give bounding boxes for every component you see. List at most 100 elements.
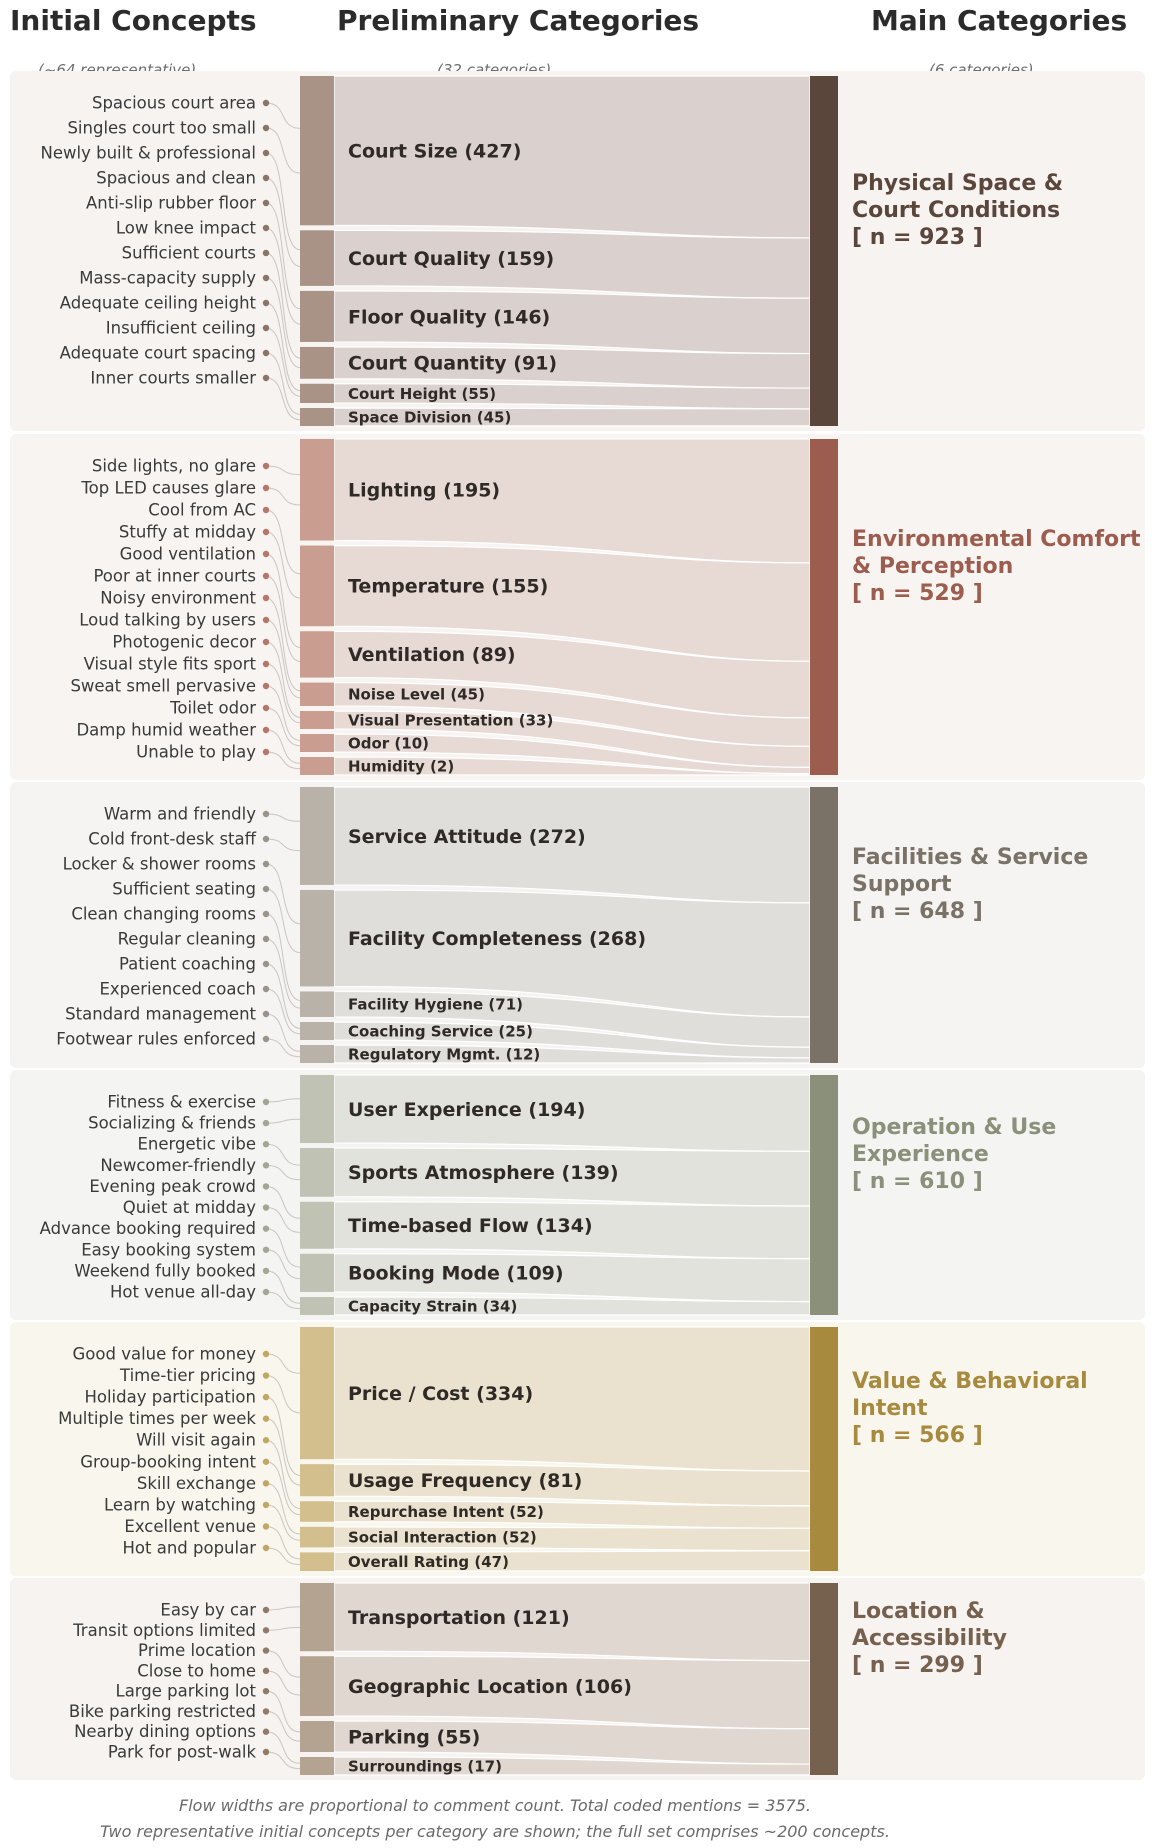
concept-dot (262, 99, 270, 107)
main-category-group: Transportation (121) Geographic Location … (10, 1578, 1145, 1780)
concept-link (265, 1504, 301, 1541)
concept-link (265, 988, 301, 1035)
initial-concept-label: Warm and friendly (104, 805, 256, 824)
concept-dot (262, 885, 270, 893)
initial-concept-label: Easy booking system (81, 1240, 256, 1259)
main-category-group: User Experience (194) Sports Atmosphere (… (10, 1070, 1145, 1320)
concept-dot (262, 594, 270, 602)
initial-concept-label: Photogenic decor (112, 633, 256, 652)
concept-dot (262, 704, 270, 712)
initial-concept-label: Socializing & friends (88, 1114, 256, 1133)
concept-dot (262, 550, 270, 558)
preliminary-node (300, 1501, 334, 1522)
initial-concept-label: Evening peak crowd (89, 1177, 256, 1196)
initial-concept-label: Learn by watching (104, 1495, 256, 1514)
preliminary-category-label: Price / Cost (334) (348, 1383, 533, 1405)
main-category-title: Facilities & Service (852, 845, 1088, 870)
concept-link (265, 227, 301, 325)
concept-link (265, 663, 301, 724)
concept-link (265, 1207, 301, 1233)
concept-dot (262, 1246, 270, 1253)
concept-link (265, 1185, 301, 1219)
concept-link (265, 465, 301, 476)
concept-dot (262, 1119, 270, 1127)
concept-link (265, 1228, 301, 1268)
initial-concept-label: Hot and popular (123, 1539, 257, 1558)
main-category-bar (810, 76, 838, 426)
preliminary-category-label: Court Size (427) (348, 140, 521, 162)
concept-dot (262, 1544, 270, 1552)
concept-link (265, 302, 301, 391)
concept-link (265, 1626, 301, 1631)
preliminary-category-label: Geographic Location (106) (348, 1676, 632, 1698)
initial-concept-label: Poor at inner courts (93, 567, 256, 586)
concept-link (265, 751, 301, 770)
concept-link (265, 575, 301, 662)
initial-concept-label: Large parking lot (116, 1682, 257, 1701)
concept-dot (262, 1437, 270, 1444)
concept-dot (262, 682, 270, 690)
concept-dot (262, 1267, 270, 1275)
concept-dot (262, 1010, 270, 1018)
preliminary-category-label: Capacity Strain (34) (348, 1297, 517, 1315)
preliminary-node (300, 991, 334, 1017)
concept-link (265, 1482, 301, 1535)
concept-dot (262, 299, 270, 307)
preliminary-category-label: Temperature (155) (348, 576, 548, 598)
concept-link (265, 553, 301, 648)
concept-link (265, 619, 301, 699)
main-category-count: [ n = 923 ] (852, 225, 983, 250)
preliminary-category-label: Time-based Flow (134) (348, 1215, 593, 1237)
concept-dot (262, 199, 270, 207)
initial-concept-label: Adequate ceiling height (60, 294, 257, 313)
initial-concept-label: Multiple times per week (58, 1409, 256, 1428)
initial-concept-label: Low knee impact (116, 219, 257, 238)
concept-dot (262, 638, 270, 646)
preliminary-category-label: Facility Hygiene (71) (348, 996, 523, 1014)
main-category-group: Lighting (195) Temperature (155) Ventilati… (10, 434, 1145, 780)
concept-dot (262, 274, 270, 282)
main-category-title: Court Conditions (852, 198, 1060, 223)
concept-dot (262, 726, 270, 734)
concept-dot (262, 1183, 270, 1190)
concept-dot (262, 1647, 270, 1654)
preliminary-category-label: Regulatory Mgmt. (12) (348, 1045, 540, 1063)
concept-link (265, 1291, 301, 1310)
preliminary-node (300, 1656, 334, 1716)
concept-dot (262, 1606, 270, 1614)
concept-link (265, 1650, 301, 1678)
initial-concept-label: Side lights, no glare (92, 457, 256, 476)
concept-link (265, 252, 301, 359)
main-category-bar (810, 1327, 838, 1571)
concept-dot (262, 572, 270, 580)
concept-link (265, 1249, 301, 1280)
preliminary-node (300, 1201, 334, 1249)
initial-concept-label: Weekend fully booked (74, 1261, 256, 1280)
main-category-bar (810, 439, 838, 775)
concept-link (265, 1418, 301, 1486)
concept-dot (262, 1350, 270, 1358)
main-category-title: Operation & Use (852, 1115, 1056, 1140)
preliminary-category-label: Court Quantity (91) (348, 353, 557, 375)
preliminary-node (300, 1022, 334, 1040)
preliminary-node (300, 230, 334, 286)
concept-dot (262, 1748, 270, 1756)
concept-link (265, 1547, 301, 1565)
preliminary-node (300, 1297, 334, 1315)
initial-concept-label: Stuffy at midday (119, 523, 256, 542)
concept-dot (262, 224, 270, 232)
concept-dot (262, 1627, 270, 1634)
concept-link (265, 1164, 301, 1181)
preliminary-category-label: Sports Atmosphere (139) (348, 1162, 619, 1184)
preliminary-node (300, 757, 334, 775)
initial-concept-label: Cold front-desk staff (88, 830, 256, 849)
concept-link (265, 1038, 301, 1058)
concept-link (265, 1731, 301, 1764)
initial-concept-label: Energetic vibe (138, 1135, 257, 1154)
preliminary-category-label: Space Division (45) (348, 408, 511, 426)
initial-concept-label: Locker & shower rooms (63, 855, 256, 874)
concept-link (265, 1751, 301, 1770)
footnote-line-2: Two representative initial concepts per … (100, 1822, 890, 1841)
preliminary-category-label: Surroundings (17) (348, 1757, 502, 1775)
